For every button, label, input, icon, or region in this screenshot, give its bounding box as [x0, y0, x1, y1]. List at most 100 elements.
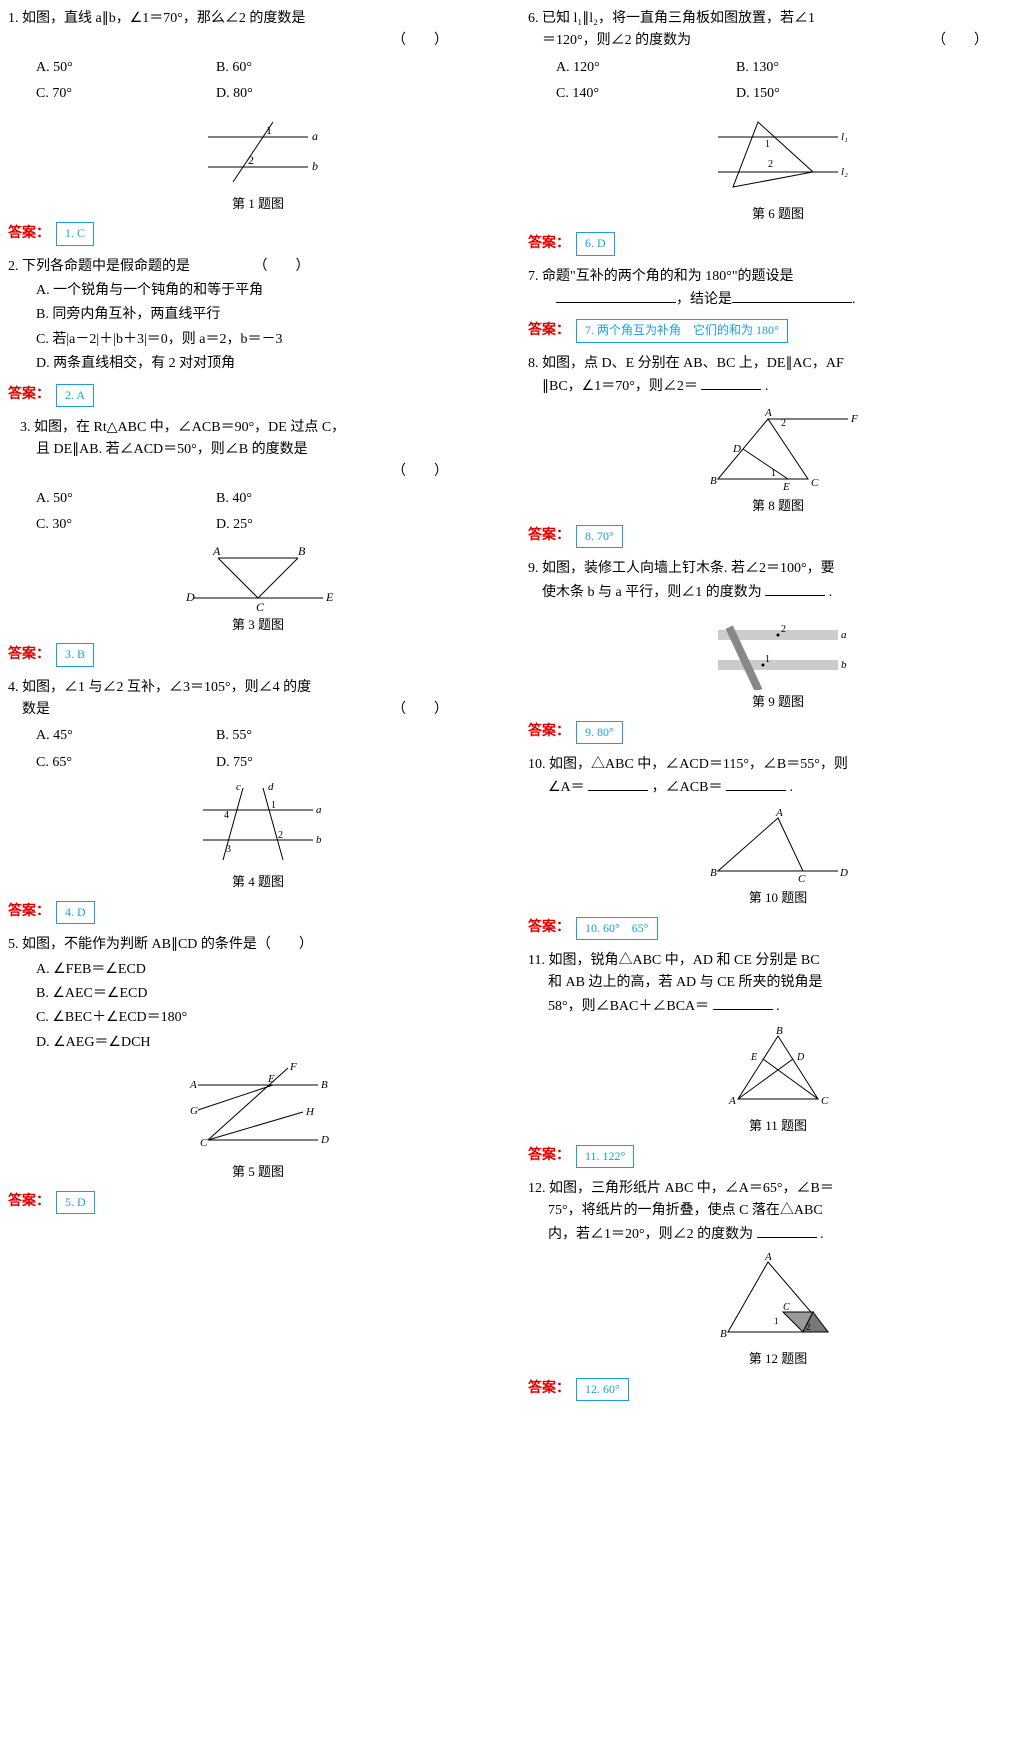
svg-text:a: a — [312, 129, 318, 143]
ans9-label: 答案： — [528, 721, 570, 743]
svg-text:D: D — [732, 443, 741, 455]
fig11-cap: 第 11 题图 — [528, 1116, 1020, 1137]
q3-optA: A. 50° — [36, 488, 216, 510]
q1-optA: A. 50° — [36, 57, 216, 79]
figure-5: A B C D E F G H 第 5 题图 — [8, 1060, 508, 1183]
svg-text:2: 2 — [806, 1322, 811, 1332]
q1-text: 1. 如图，直线 a∥b，∠1＝70°，那么∠2 的度数是 — [8, 8, 508, 30]
ans12-label: 答案： — [528, 1378, 570, 1400]
q4-paren: （ ） — [392, 699, 448, 721]
svg-text:c: c — [236, 781, 241, 793]
answer-11: 答案： 11. 122° — [528, 1145, 1020, 1168]
svg-text:2: 2 — [781, 624, 786, 635]
svg-text:H: H — [305, 1106, 315, 1118]
svg-text:1: 1 — [774, 1316, 779, 1326]
svg-text:E: E — [325, 590, 334, 604]
ans4-label: 答案： — [8, 901, 50, 923]
fig10-cap: 第 10 题图 — [528, 888, 1020, 909]
question-1: 1. 如图，直线 a∥b，∠1＝70°，那么∠2 的度数是 （ ） A. 50°… — [8, 8, 508, 214]
q6-optB: B. 130° — [736, 57, 916, 79]
q5-text: 5. 如图，不能作为判断 AB∥CD 的条件是（ ） — [8, 934, 508, 956]
question-4: 4. 如图，∠1 与∠2 互补，∠3＝105°，则∠4 的度 数是 （ ） A.… — [8, 677, 508, 893]
q8-end: . — [765, 379, 769, 394]
q11-text3: 58°，则∠BAC＋∠BCA＝ — [548, 999, 709, 1014]
q5-optD: D. ∠AEG＝∠DCH — [36, 1032, 508, 1054]
q10-end: . — [789, 780, 793, 795]
q9-end: . — [829, 585, 833, 600]
svg-text:b: b — [841, 659, 847, 671]
svg-text:C: C — [783, 1302, 790, 1313]
svg-text:B: B — [710, 867, 717, 879]
svg-text:1: 1 — [765, 139, 770, 150]
svg-text:F: F — [850, 413, 858, 425]
svg-text:2: 2 — [248, 153, 254, 167]
question-6: 6. 已知 l₁∥l₂，将一直角三角板如图放置，若∠1 ＝120°，则∠2 的度… — [528, 8, 1020, 224]
ans2-box: 2. A — [56, 384, 94, 407]
answer-4: 答案： 4. D — [8, 901, 508, 924]
q10-blank2 — [726, 776, 786, 791]
q2-paren: （ ） — [254, 259, 310, 274]
svg-text:b: b — [312, 159, 318, 173]
svg-text:A: A — [764, 407, 772, 419]
svg-text:l₁: l₁ — [841, 131, 848, 143]
ans12-box: 12. 60° — [576, 1378, 629, 1401]
svg-text:F: F — [289, 1061, 297, 1073]
svg-text:D: D — [796, 1052, 805, 1063]
ans9-box: 9. 80° — [576, 721, 623, 744]
q4-optC: C. 65° — [36, 752, 216, 774]
q11-end: . — [776, 999, 780, 1014]
svg-text:A: A — [728, 1095, 736, 1107]
ans1-box: 1. C — [56, 222, 94, 245]
ans7-label: 答案： — [528, 320, 570, 342]
fig12-cap: 第 12 题图 — [528, 1349, 1020, 1370]
svg-text:C: C — [821, 1095, 829, 1107]
fig6-cap: 第 6 题图 — [528, 204, 1020, 225]
q7-text: 7. 命题"互补的两个角的和为 180°"的题设是 — [528, 266, 1020, 288]
q3-optC: C. 30° — [36, 514, 216, 536]
q10-blank1 — [588, 776, 648, 791]
q11-text2: 和 AB 边上的高，若 AD 与 CE 所夹的锐角是 — [548, 972, 1020, 994]
svg-text:A: A — [212, 544, 221, 558]
ans6-box: 6. D — [576, 232, 615, 255]
svg-text:B: B — [776, 1025, 783, 1037]
figure-4: c d a b 1 2 3 4 第 4 题图 — [8, 780, 508, 893]
question-2: 2. 下列各命题中是假命题的是 （ ） A. 一个锐角与一个钝角的和等于平角 B… — [8, 256, 508, 376]
svg-text:A: A — [189, 1079, 197, 1091]
q4-optD: D. 75° — [216, 752, 396, 774]
q4-optB: B. 55° — [216, 725, 396, 747]
q9-text2: 使木条 b 与 a 平行，则∠1 的度数为 — [542, 585, 762, 600]
question-12: 12. 如图，三角形纸片 ABC 中，∠A＝65°，∠B＝ 75°，将纸片的一角… — [528, 1178, 1020, 1370]
question-8: 8. 如图，点 D、E 分别在 AB、BC 上，DE∥AC，AF ∥BC，∠1＝… — [528, 353, 1020, 518]
fig4-cap: 第 4 题图 — [8, 872, 508, 893]
answer-10: 答案： 10. 60° 65° — [528, 917, 1020, 940]
answer-12: 答案： 12. 60° — [528, 1378, 1020, 1401]
q7-end: . — [852, 289, 856, 311]
svg-text:C: C — [811, 477, 819, 489]
svg-text:b: b — [316, 834, 322, 846]
svg-text:D: D — [320, 1134, 329, 1146]
fig3-cap: 第 3 题图 — [8, 615, 508, 636]
ans7-box: 7. 两个角互为补角 它们的和为 180° — [576, 319, 788, 342]
ans8-box: 8. 70° — [576, 525, 623, 548]
svg-text:1: 1 — [771, 468, 776, 479]
answer-1: 答案： 1. C — [8, 222, 508, 245]
fig8-cap: 第 8 题图 — [528, 496, 1020, 517]
figure-12: A B C 1 2 第 12 题图 — [528, 1252, 1020, 1370]
ans3-box: 3. B — [56, 643, 94, 666]
q3-optD: D. 25° — [216, 514, 396, 536]
ans10-box: 10. 60° 65° — [576, 917, 658, 940]
q7-blank2 — [732, 288, 852, 303]
q4-text1: 4. 如图，∠1 与∠2 互补，∠3＝105°，则∠4 的度 — [8, 677, 508, 699]
ans8-label: 答案： — [528, 525, 570, 547]
figure-3: A B C D E 第 3 题图 — [8, 543, 508, 636]
svg-text:D: D — [185, 590, 195, 604]
svg-text:2: 2 — [768, 159, 773, 170]
svg-text:2: 2 — [781, 418, 786, 429]
figure-6: 1 2 l₁ l₂ 第 6 题图 — [528, 112, 1020, 225]
svg-text:3: 3 — [226, 844, 231, 855]
ans5-label: 答案： — [8, 1191, 50, 1213]
svg-text:1: 1 — [765, 654, 770, 665]
q6-optD: D. 150° — [736, 83, 916, 105]
svg-text:D: D — [839, 867, 848, 879]
svg-text:A: A — [775, 807, 783, 819]
